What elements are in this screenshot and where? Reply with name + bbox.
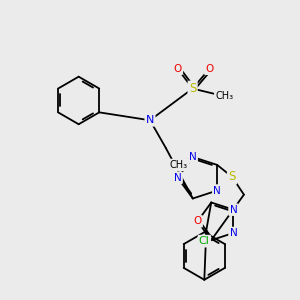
- Text: N: N: [230, 205, 237, 215]
- Text: Cl: Cl: [199, 236, 210, 246]
- Text: O: O: [205, 64, 214, 74]
- Text: CH₃: CH₃: [170, 160, 188, 170]
- Text: N: N: [189, 152, 197, 162]
- Text: N: N: [174, 173, 182, 183]
- Text: N: N: [213, 186, 221, 196]
- Text: CH₃: CH₃: [215, 91, 233, 100]
- Text: O: O: [194, 216, 202, 226]
- Text: N: N: [230, 228, 237, 238]
- Text: S: S: [189, 82, 196, 95]
- Text: N: N: [146, 115, 154, 125]
- Text: S: S: [228, 170, 236, 183]
- Text: O: O: [174, 64, 182, 74]
